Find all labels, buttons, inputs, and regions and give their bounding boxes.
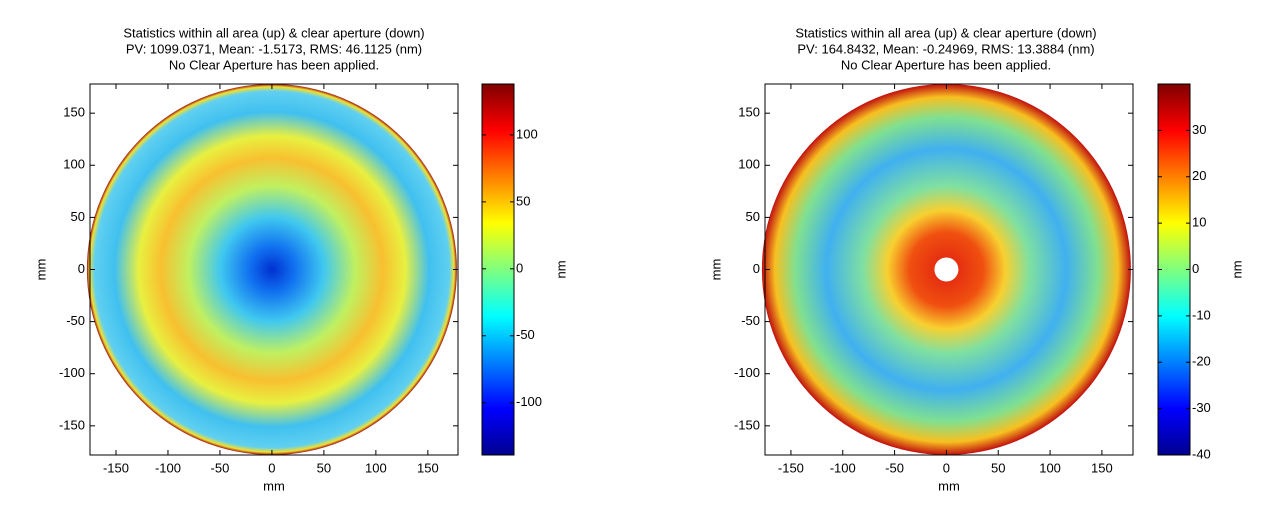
x-tick-label: 100	[365, 460, 387, 475]
colorbar-tick-label: 0	[1192, 261, 1199, 276]
y-axis-label: mm	[708, 259, 723, 281]
colorbar-tick-label: -20	[1192, 354, 1211, 369]
colorbar-label: nm	[553, 260, 568, 278]
x-axis-label: mm	[263, 478, 285, 493]
colorbar-tick-label: 20	[1192, 168, 1206, 183]
x-axis-label: mm	[938, 478, 960, 493]
colorbar-tick-label: -50	[516, 327, 535, 342]
x-tick-label: -50	[885, 460, 904, 475]
x-tick-label: 0	[268, 460, 275, 475]
x-tick-label: 100	[1039, 460, 1061, 475]
y-tick-label: 0	[78, 261, 85, 276]
y-tick-label: 150	[63, 105, 85, 120]
chart-title: PV: 164.8432, Mean: -0.24969, RMS: 13.38…	[797, 41, 1094, 56]
y-axis-label: mm	[33, 259, 48, 281]
y-tick-label: -150	[734, 417, 760, 432]
y-tick-label: 100	[63, 157, 85, 172]
chart-title: PV: 1099.0371, Mean: -1.5173, RMS: 46.11…	[126, 41, 422, 56]
surface	[86, 84, 457, 455]
colorbar-tick-label: 100	[516, 126, 538, 141]
colorbar-tick-label: -10	[1192, 307, 1211, 322]
colorbar-tick-label: 10	[1192, 215, 1206, 230]
x-tick-label: 150	[1091, 460, 1113, 475]
y-tick-label: 0	[753, 261, 760, 276]
colorbar-tick-label: 30	[1192, 122, 1206, 137]
x-tick-label: -100	[155, 460, 181, 475]
colorbar	[481, 83, 515, 456]
y-tick-label: 150	[738, 105, 760, 120]
y-tick-label: -100	[734, 365, 760, 380]
colorbar-tick-label: 0	[516, 260, 523, 275]
y-tick-label: 50	[746, 209, 760, 224]
colorbar-tick-label: -30	[1192, 400, 1211, 415]
colorbar-tick-label: 50	[516, 193, 530, 208]
y-tick-label: 50	[71, 209, 85, 224]
chart-title: No Clear Aperture has been applied.	[169, 57, 379, 72]
x-tick-label: -150	[778, 460, 804, 475]
colorbar-tick-label: -40	[1192, 446, 1211, 461]
plot: Statistics within all area (up) & clear …	[33, 25, 568, 493]
y-tick-label: 100	[738, 157, 760, 172]
chart-title: No Clear Aperture has been applied.	[841, 57, 1051, 72]
chart-title: Statistics within all area (up) & clear …	[795, 25, 1096, 40]
colorbar-label: nm	[1229, 260, 1244, 278]
y-tick-label: -50	[66, 313, 85, 328]
x-tick-label: -100	[830, 460, 856, 475]
x-tick-label: -150	[103, 460, 129, 475]
x-tick-label: 150	[417, 460, 439, 475]
colorbar-tick-label: -100	[516, 394, 542, 409]
hole	[934, 257, 959, 282]
x-tick-label: 0	[943, 460, 950, 475]
x-tick-label: 50	[317, 460, 331, 475]
chart-title: Statistics within all area (up) & clear …	[123, 25, 424, 40]
colorbar	[1157, 83, 1191, 456]
y-tick-label: -50	[741, 313, 760, 328]
x-tick-label: 50	[991, 460, 1005, 475]
x-tick-label: -50	[211, 460, 230, 475]
plot: Statistics within all area (up) & clear …	[708, 25, 1244, 493]
y-tick-label: -100	[59, 365, 85, 380]
y-tick-label: -150	[59, 417, 85, 432]
